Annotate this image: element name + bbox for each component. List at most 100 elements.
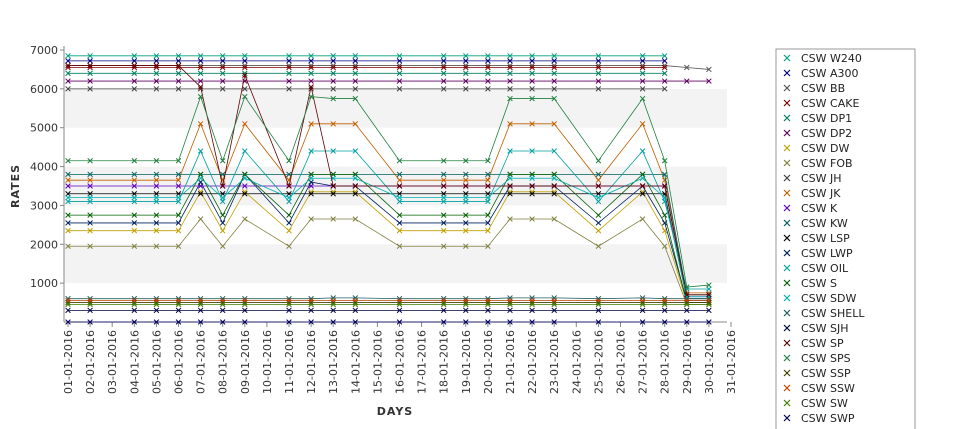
data-point xyxy=(175,307,182,314)
legend: CSW W240 CSW A300 CSW BB CSW CAKE CSW DP1 CSW… xyxy=(775,48,916,429)
data-point xyxy=(330,216,336,222)
data-point xyxy=(197,84,204,90)
data-point xyxy=(87,171,93,178)
series-csw-w240 xyxy=(65,53,668,59)
data-point xyxy=(396,177,403,183)
legend-marker xyxy=(783,99,791,107)
x-tick-label: 31-01-2016 xyxy=(725,330,738,394)
data-point xyxy=(219,319,226,325)
data-point xyxy=(551,121,557,127)
legend-label: CSW SPS xyxy=(801,352,851,365)
legend-label: CSW KW xyxy=(801,217,848,230)
data-point xyxy=(396,157,403,164)
data-point xyxy=(330,307,336,314)
data-point xyxy=(529,191,535,197)
data-point xyxy=(485,227,491,234)
data-point xyxy=(242,216,248,222)
series-csw-sps xyxy=(65,93,712,290)
data-point xyxy=(197,307,204,314)
data-point xyxy=(308,148,314,154)
legend-item: CSW LWP xyxy=(783,247,853,260)
data-point xyxy=(352,121,359,127)
data-point xyxy=(242,53,248,59)
series-line xyxy=(68,173,709,303)
data-point xyxy=(330,58,336,64)
data-point xyxy=(352,319,359,325)
data-point xyxy=(639,319,646,325)
data-point xyxy=(396,307,403,314)
data-point xyxy=(440,227,447,234)
legend-label: CSW SP xyxy=(801,337,844,350)
data-point xyxy=(485,78,491,84)
legend-marker xyxy=(783,369,791,377)
data-point xyxy=(529,78,535,84)
data-point xyxy=(396,319,403,325)
data-point xyxy=(463,301,469,308)
y-tick-label: 7000 xyxy=(30,44,58,57)
data-point xyxy=(595,53,602,59)
x-tick-label: 19-01-2016 xyxy=(460,330,473,394)
x-tick-label: 08-01-2016 xyxy=(217,330,230,394)
data-point xyxy=(197,58,204,64)
legend-item: CSW SSP xyxy=(783,367,851,380)
x-tick-label: 27-01-2016 xyxy=(637,330,650,394)
data-point xyxy=(639,148,646,154)
data-point xyxy=(485,53,491,59)
data-point xyxy=(440,53,447,59)
data-point xyxy=(242,191,248,197)
data-point xyxy=(507,58,513,64)
data-point xyxy=(440,171,447,178)
data-point xyxy=(175,183,182,189)
legend-marker xyxy=(783,399,791,407)
x-tick-label: 22-01-2016 xyxy=(526,330,539,394)
data-point xyxy=(661,86,668,92)
data-point xyxy=(286,194,292,201)
data-point xyxy=(219,220,226,226)
series-csw-sp xyxy=(65,62,712,298)
x-tick-label: 15-01-2016 xyxy=(371,330,384,394)
data-point xyxy=(529,64,535,71)
x-tick-label: 04-01-2016 xyxy=(128,330,141,394)
legend-marker xyxy=(783,219,791,227)
x-tick-label: 25-01-2016 xyxy=(592,330,605,394)
data-point xyxy=(131,157,138,164)
legend-item: CSW SPS xyxy=(783,352,851,365)
legend-item: CSW SSW xyxy=(783,382,855,395)
data-point xyxy=(706,282,712,288)
data-point xyxy=(551,216,557,222)
legend-label: CSW OIL xyxy=(801,262,849,275)
data-point xyxy=(661,157,668,164)
data-point xyxy=(65,58,71,64)
x-tick-label: 13-01-2016 xyxy=(327,330,340,394)
data-point xyxy=(197,301,204,308)
data-point xyxy=(153,70,160,77)
data-point xyxy=(485,177,491,183)
data-point xyxy=(87,212,93,218)
x-tick-label: 07-01-2016 xyxy=(195,330,208,394)
y-tick-label: 3000 xyxy=(30,199,58,212)
data-point xyxy=(551,319,557,325)
data-point xyxy=(595,243,602,249)
data-point xyxy=(551,183,557,189)
data-point xyxy=(197,148,204,154)
data-point xyxy=(87,58,93,64)
data-point xyxy=(485,70,491,77)
data-point xyxy=(440,157,447,164)
series-csw-a300 xyxy=(65,58,668,64)
legend-label: CSW SW xyxy=(801,397,848,410)
series-csw-sw xyxy=(65,301,712,308)
legend-marker xyxy=(783,264,791,272)
data-point xyxy=(440,319,447,325)
legend-label: CSW SSP xyxy=(801,367,851,380)
data-point xyxy=(131,307,138,314)
data-point xyxy=(286,86,292,92)
data-point xyxy=(175,157,182,164)
data-point xyxy=(352,70,359,77)
data-point xyxy=(639,307,646,314)
data-point xyxy=(219,86,226,92)
x-tick-label: 10-01-2016 xyxy=(261,330,274,394)
data-point xyxy=(352,78,359,84)
data-point xyxy=(551,191,557,197)
data-point xyxy=(507,86,513,92)
legend-marker xyxy=(783,414,791,422)
